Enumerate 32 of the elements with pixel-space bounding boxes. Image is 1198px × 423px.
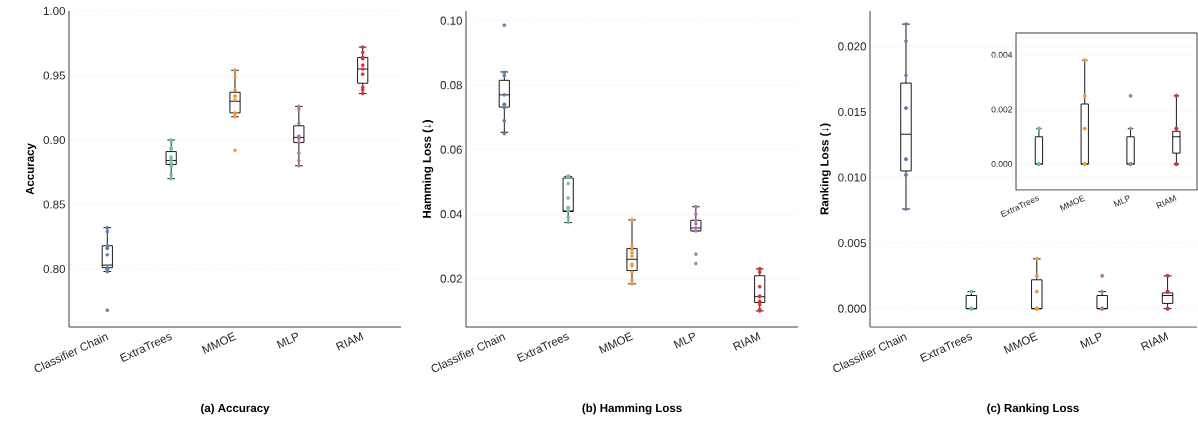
y-tick-label: 0.10 <box>440 16 463 25</box>
x-tick-label: MLP <box>276 332 298 349</box>
text: (a) Accuracy <box>201 403 270 415</box>
y-tick-label: 0.002 <box>991 106 1013 113</box>
y-tick-label: 0.000 <box>991 161 1013 168</box>
x-tick-label: MLP <box>673 332 695 349</box>
y-tick-label: 0.06 <box>440 145 462 154</box>
y-tick-label: 0.85 <box>43 200 65 209</box>
y-tick-label: 0.015 <box>838 107 866 117</box>
y-tick-label: 0.010 <box>838 173 867 182</box>
y-tick-label: 0.004 <box>991 51 1013 58</box>
x-tick-label: RIAM <box>732 332 761 351</box>
y-tick-label: 0.020 <box>838 42 867 51</box>
x-tick-label: RIAM <box>1140 332 1169 351</box>
y-tick-label: 0.95 <box>43 71 65 80</box>
y-tick-label: 0.80 <box>43 264 66 274</box>
y-tick-label: 0.000 <box>838 304 867 313</box>
x-tick-label: RIAM <box>335 332 364 351</box>
y-axis-title: Hamming Loss (↓) <box>422 120 434 218</box>
y-tick-label: 0.005 <box>838 239 866 248</box>
y-tick-label: 0.02 <box>440 274 462 283</box>
y-tick-label: 0.08 <box>440 81 462 90</box>
x-tick-label: MLP <box>1113 195 1130 208</box>
x-tick-label: RIAM <box>1156 194 1177 209</box>
y-tick-label: 0.04 <box>440 210 463 219</box>
y-tick-label: 1.00 <box>43 6 66 16</box>
y-axis-title: Accuracy <box>25 143 37 195</box>
text: (c) Ranking Loss <box>987 403 1079 415</box>
x-tick-label: MLP <box>1079 332 1102 349</box>
y-axis-title: Ranking Loss (↓) <box>820 123 831 215</box>
y-tick-label: 0.90 <box>43 135 66 145</box>
text: (b) Hamming Loss <box>582 403 682 415</box>
